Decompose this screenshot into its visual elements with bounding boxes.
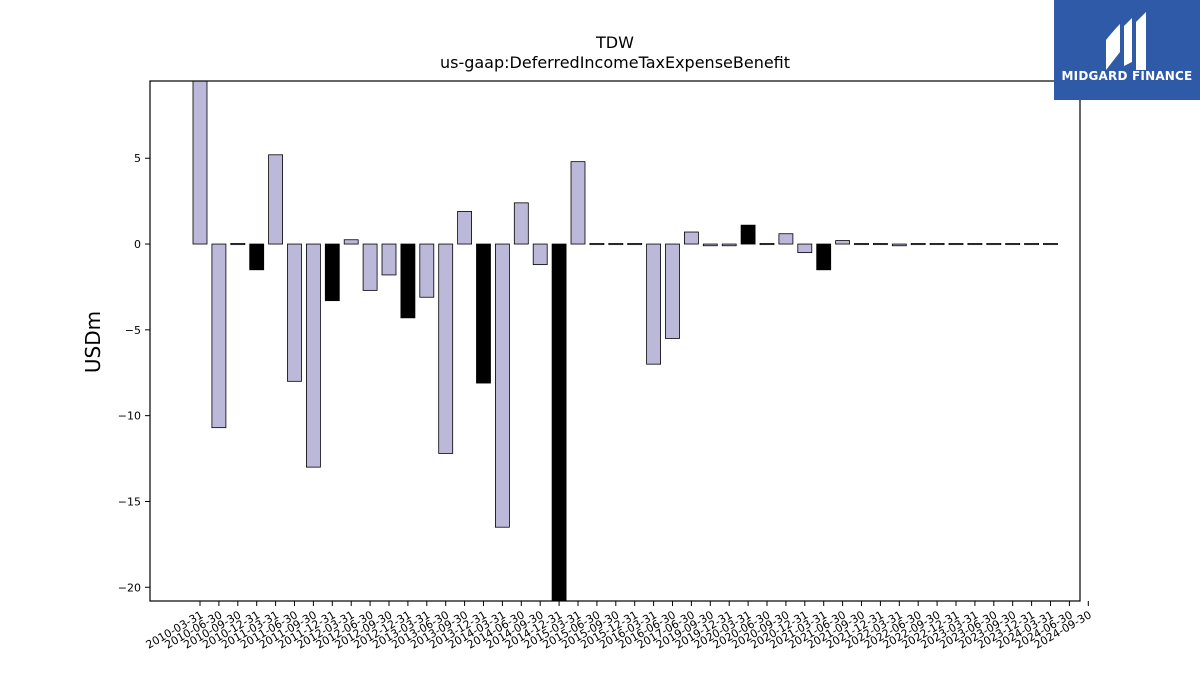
bar-2020-12-31 (797, 243, 813, 254)
bar-2015-06-30 (589, 243, 605, 246)
logo-mark-icon (1106, 12, 1146, 70)
bar-2011-12-31 (324, 243, 340, 302)
bar-2014-03-31 (494, 243, 510, 528)
bar-2010-06-30 (211, 243, 227, 429)
bar-2016-06-30 (665, 243, 680, 339)
bar-2020-09-30 (778, 233, 794, 245)
bar-2019-09-30 (702, 243, 718, 247)
bar-2020-06-30 (759, 243, 775, 246)
bar-2023-06-30 (986, 243, 1002, 246)
bar-2020-03-31 (740, 224, 756, 245)
bar-2022-12-31 (948, 243, 964, 246)
bar-2010-03-31 (192, 80, 208, 245)
y-tick-label: −20 (118, 581, 141, 594)
chart-title: TDW (595, 33, 634, 52)
bar-2022-06-30 (910, 243, 926, 246)
bar-2017-06-30 (684, 231, 699, 245)
bar-2010-12-31 (249, 243, 265, 271)
bar-2014-09-30 (532, 243, 548, 266)
bar-2013-12-31 (476, 243, 491, 384)
bar-2013-09-30 (457, 211, 473, 245)
bar-2014-06-30 (513, 202, 529, 245)
bar-2011-06-30 (287, 243, 302, 382)
bar-2015-03-31 (570, 161, 586, 245)
bar-2015-09-30 (608, 243, 624, 246)
y-axis: 5 0 −5 −10 −15 −20 (118, 152, 150, 594)
bar-2012-06-30 (362, 243, 378, 291)
bar-2011-09-30 (305, 243, 321, 468)
bar-2021-09-30 (854, 243, 869, 246)
y-tick-label: 5 (134, 152, 141, 165)
midgard-finance-logo: MIDGARD FINANCE (1054, 0, 1200, 100)
bar-2015-12-31 (627, 243, 643, 246)
bar-2021-03-31 (816, 243, 832, 271)
bar-2023-03-31 (967, 243, 983, 246)
bar-2023-09-30 (1005, 243, 1021, 246)
bar-2019-12-31 (721, 243, 737, 247)
chart-subtitle: us-gaap:DeferredIncomeTaxExpenseBenefit (440, 53, 790, 72)
bar-2024-03-31 (1043, 243, 1058, 246)
bar-2010-09-30 (230, 243, 246, 246)
bar-2016-03-31 (646, 243, 661, 365)
plot-frame (149, 80, 1081, 602)
bar-2012-12-31 (400, 243, 416, 319)
logo-text: MIDGARD FINANCE (1061, 69, 1193, 83)
bar-2011-03-31 (268, 154, 284, 245)
x-axis: 2010-03-312010-06-302010-09-302010-12-31… (144, 601, 1094, 652)
y-axis-label: USDm (81, 311, 105, 373)
y-tick-label: −15 (118, 495, 141, 508)
bars-layer (192, 80, 1058, 602)
bar-2014-12-31 (551, 243, 567, 602)
bar-2013-06-30 (438, 243, 454, 454)
y-tick-label: −5 (125, 324, 141, 337)
bar-2012-09-30 (381, 243, 397, 276)
bar-2022-03-31 (891, 243, 907, 247)
bar-2023-12-31 (1024, 243, 1039, 246)
y-tick-label: 0 (134, 238, 141, 251)
bar-2013-03-31 (419, 243, 435, 298)
bar-2021-12-31 (873, 243, 888, 246)
bar-2021-06-30 (835, 240, 850, 245)
bar-2022-09-30 (929, 243, 945, 246)
bar-2012-03-31 (343, 239, 359, 245)
y-tick-label: −10 (118, 410, 141, 423)
